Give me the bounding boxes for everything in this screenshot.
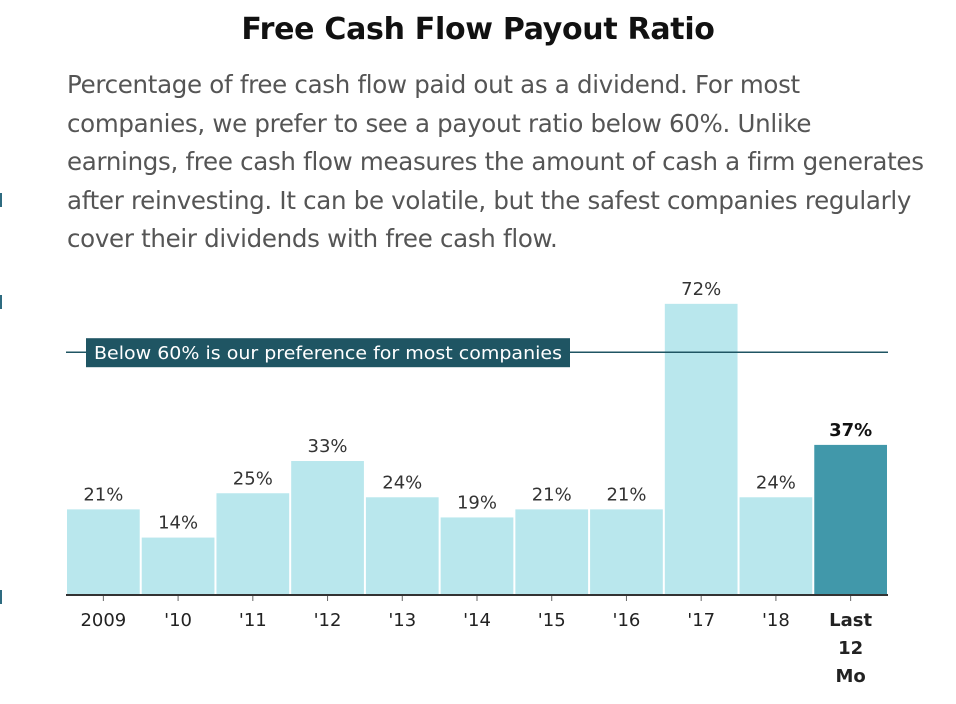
bar <box>365 497 439 594</box>
bar-value-label: 14% <box>158 513 198 534</box>
bar <box>141 537 215 594</box>
bar-value-label: 37% <box>829 420 872 441</box>
edge-mark <box>0 295 2 309</box>
bar <box>67 509 140 594</box>
x-tick-label: Last 12 Mo <box>829 610 872 687</box>
bar-value-label: 24% <box>756 472 796 493</box>
bar <box>664 303 738 594</box>
x-tick-label: '13 <box>388 610 416 631</box>
reference-line-label: Below 60% is our preference for most com… <box>94 343 562 364</box>
x-tick-label: 2009 <box>80 610 126 631</box>
bar-value-label: 21% <box>83 484 123 505</box>
edge-mark <box>0 590 2 604</box>
chart-title: Free Cash Flow Payout Ratio <box>241 12 715 47</box>
bar <box>590 509 663 594</box>
edge-mark <box>0 193 2 207</box>
x-tick-label: '15 <box>538 610 566 631</box>
bar <box>814 444 887 594</box>
x-tick-label: '10 <box>164 610 192 631</box>
x-tick-label: '17 <box>687 610 715 631</box>
x-tick-label: '18 <box>762 610 790 631</box>
bar <box>515 509 589 594</box>
bar-value-label: 21% <box>606 484 646 505</box>
reference-label-box <box>86 338 570 368</box>
bar-value-label: 19% <box>457 492 497 513</box>
x-tick-label: '11 <box>239 610 267 631</box>
bar <box>216 493 290 594</box>
x-tick-label: '16 <box>613 610 641 631</box>
bar-value-label: 21% <box>532 484 572 505</box>
bar-value-label: 72% <box>681 279 721 300</box>
x-tick-label: '14 <box>463 610 491 631</box>
bar <box>291 461 364 594</box>
bar <box>440 517 514 594</box>
bar-value-label: 25% <box>233 468 273 489</box>
bar-value-label: 24% <box>382 472 422 493</box>
bar-value-label: 33% <box>308 436 348 457</box>
bar <box>739 497 813 594</box>
chart-description: Percentage of free cash flow paid out as… <box>67 70 924 253</box>
x-tick-label: '12 <box>314 610 342 631</box>
